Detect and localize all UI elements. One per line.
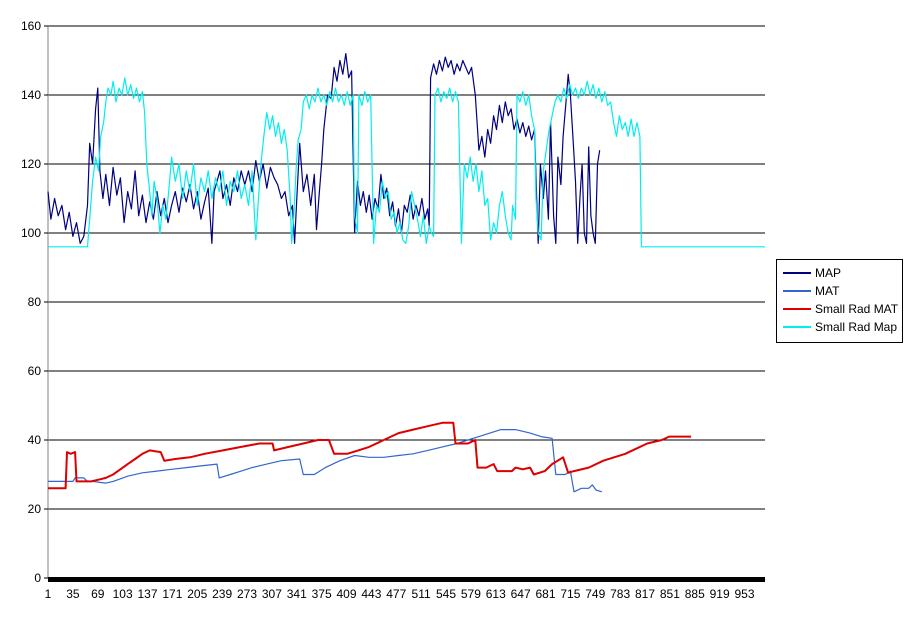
x-tick-label-749: 749 (585, 587, 605, 601)
x-tick-label-137: 137 (137, 587, 157, 601)
legend-swatch-map (783, 272, 811, 274)
x-tick-label-715: 715 (560, 587, 580, 601)
legend-label-small-rad-map: Small Rad Map (815, 320, 898, 334)
y-tick-label-0: 0 (34, 571, 41, 585)
x-tick-label-171: 171 (162, 587, 182, 601)
legend-label-mat: MAT (815, 284, 840, 298)
x-tick-label-341: 341 (287, 587, 307, 601)
x-tick-label-69: 69 (91, 587, 105, 601)
x-tick-label-817: 817 (635, 587, 655, 601)
y-tick-label-40: 40 (28, 433, 42, 447)
x-tick-label-647: 647 (511, 587, 531, 601)
x-tick-label-273: 273 (237, 587, 257, 601)
legend-item-small-rad-mat: Small Rad MAT (783, 300, 898, 318)
legend-label-map: MAP (815, 266, 842, 280)
legend-item-small-rad-map: Small Rad Map (783, 318, 897, 336)
series-layer (47, 53, 765, 493)
x-tick-label-205: 205 (187, 587, 207, 601)
x-tick-label-375: 375 (312, 587, 332, 601)
x-tick-label-307: 307 (262, 587, 282, 601)
y-tick-label-160: 160 (21, 19, 41, 33)
x-tick-label-511: 511 (412, 587, 431, 601)
x-tick-label-239: 239 (212, 587, 232, 601)
x-tick-label-919: 919 (710, 587, 730, 601)
legend-swatch-small-rad-mat (783, 308, 811, 310)
x-tick-label-885: 885 (685, 587, 705, 601)
axis-layer (47, 26, 765, 582)
y-tick-label-80: 80 (28, 295, 42, 309)
x-tick-label-953: 953 (734, 587, 754, 601)
x-tick-label-851: 851 (660, 587, 680, 601)
legend: MAP MAT Small Rad MAT Small Rad Map (776, 259, 903, 343)
y-tick-label-20: 20 (28, 502, 42, 516)
x-tick-label-613: 613 (486, 587, 506, 601)
x-tick-label-477: 477 (386, 587, 406, 601)
series-line-small-rad-mat (48, 421, 692, 490)
grid-layer (48, 25, 765, 510)
legend-swatch-small-rad-map (783, 326, 811, 328)
tick-layer: 0 20 40 60 80 100 120 140 160 1 35 69 103 137 171 205 23… (21, 19, 755, 601)
y-tick-label-60: 60 (28, 364, 42, 378)
legend-label-small-rad-mat: Small Rad MAT (815, 302, 899, 316)
x-tick-label-103: 103 (113, 587, 133, 601)
x-tick-label-545: 545 (436, 587, 456, 601)
legend-item-map: MAP (783, 264, 841, 282)
x-tick-label-783: 783 (610, 587, 630, 601)
x-tick-label-443: 443 (361, 587, 381, 601)
x-tick-label-35: 35 (66, 587, 80, 601)
y-tick-label-120: 120 (21, 157, 41, 171)
y-tick-label-140: 140 (21, 88, 41, 102)
series-line-small-rad-map (48, 77, 765, 248)
x-axis-line (48, 577, 765, 582)
x-tick-label-579: 579 (461, 587, 481, 601)
legend-swatch-mat (783, 290, 811, 292)
y-tick-label-100: 100 (21, 226, 41, 240)
legend-item-mat: MAT (783, 282, 839, 300)
x-tick-label-409: 409 (336, 587, 356, 601)
x-tick-label-681: 681 (535, 587, 555, 601)
x-tick-label-1: 1 (45, 587, 52, 601)
